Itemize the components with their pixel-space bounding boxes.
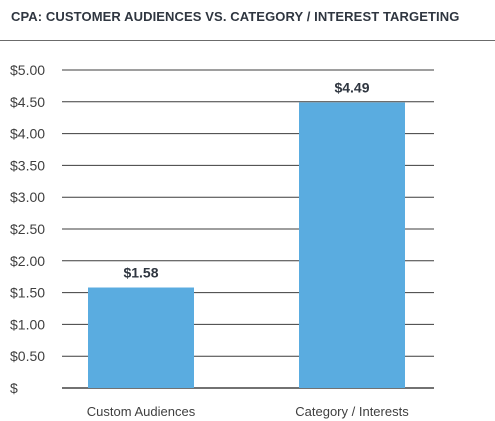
bar-value-label: $4.49 (334, 79, 369, 95)
y-tick-label: $ (10, 380, 18, 396)
bar (88, 287, 194, 388)
y-tick-label: $5.00 (10, 62, 45, 78)
y-tick-label: $4.00 (10, 126, 45, 142)
x-axis-labels: Custom Audiences Category / Interests (87, 404, 409, 419)
bar (299, 102, 405, 388)
y-tick-label: $3.50 (10, 157, 45, 173)
y-tick-label: $3.00 (10, 189, 45, 205)
y-tick-label: $2.50 (10, 221, 45, 237)
y-tick-label: $2.00 (10, 253, 45, 269)
y-axis-ticks: $ $0.50 $1.00 $1.50 $2.00 $2.50 $3.00 $3.50 $4.0… (10, 62, 45, 396)
chart-title: CPA: CUSTOMER AUDIENCES VS. CATEGORY / I… (11, 9, 460, 24)
y-tick-label: $0.50 (10, 348, 45, 364)
y-tick-label: $1.00 (10, 316, 45, 332)
bar-value-label: $1.58 (123, 265, 158, 281)
title-divider (0, 40, 495, 41)
bars (88, 102, 405, 388)
y-tick-label: $1.50 (10, 285, 45, 301)
data-labels: $1.58 $4.49 (123, 79, 369, 280)
x-category-label: Custom Audiences (87, 404, 196, 419)
y-tick-label: $4.50 (10, 94, 45, 110)
x-category-label: Category / Interests (295, 404, 409, 419)
